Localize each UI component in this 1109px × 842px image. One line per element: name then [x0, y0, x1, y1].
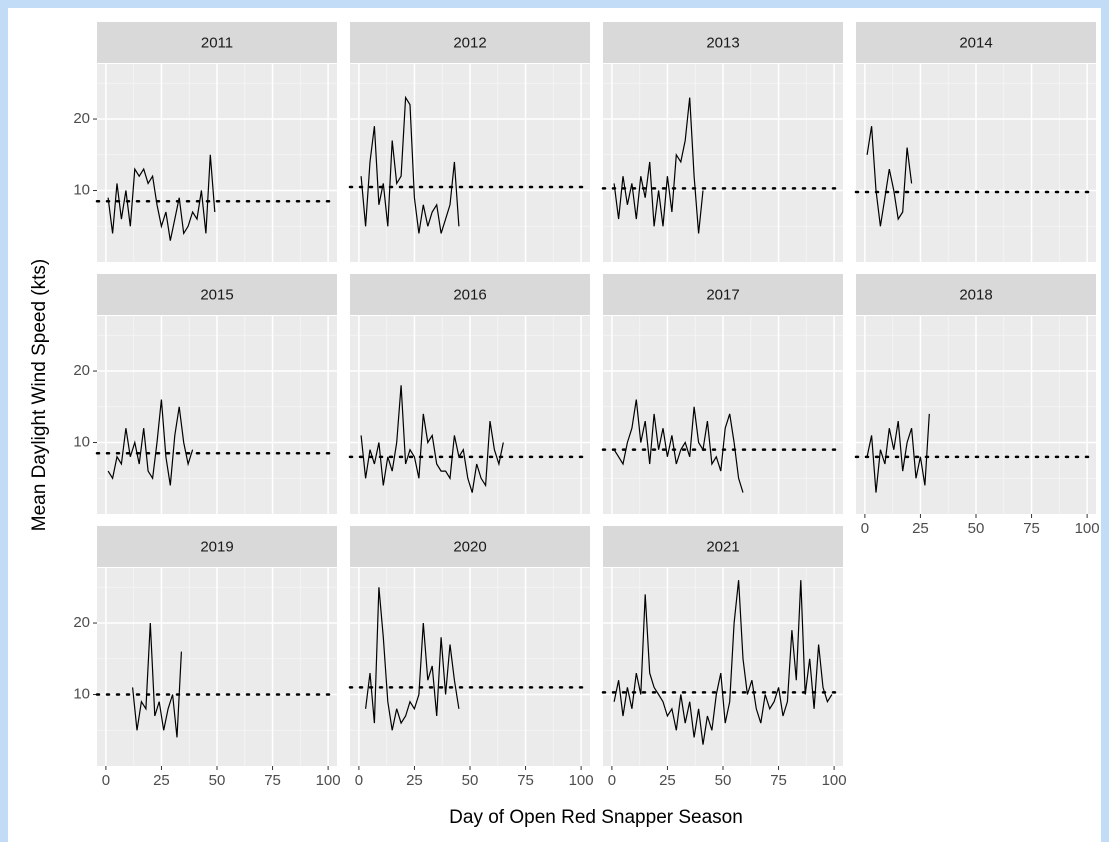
x-axis-label: Day of Open Red Snapper Season	[449, 807, 743, 828]
x-tick-label: 0	[355, 772, 363, 789]
x-tick-label: 0	[102, 772, 110, 789]
x-tick-label: 75	[264, 772, 281, 789]
facet-title: 2021	[706, 538, 739, 555]
y-tick-label: 20	[73, 110, 90, 127]
facet-title: 2013	[706, 34, 739, 51]
wind-line	[107, 399, 194, 486]
x-tick-label: 50	[968, 520, 985, 537]
wind-line	[132, 622, 182, 738]
strip	[350, 526, 590, 567]
wind-line	[365, 587, 460, 731]
x-tick-label: 0	[861, 520, 869, 537]
y-tick-label: 10	[73, 433, 90, 450]
y-axis-label: Mean Daylight Wind Speed (kts)	[29, 259, 50, 531]
facet-title: 2019	[200, 538, 233, 555]
x-tick-label: 100	[569, 772, 594, 789]
wind-line	[613, 399, 744, 493]
facet-title: 2020	[453, 538, 486, 555]
wind-line	[360, 95, 460, 234]
wind-line	[107, 154, 216, 241]
x-tick-label: 50	[715, 772, 732, 789]
strip	[97, 22, 337, 63]
facet-title: 2017	[706, 286, 739, 303]
strip	[97, 526, 337, 567]
x-tick-label: 50	[462, 772, 479, 789]
strip	[856, 274, 1096, 315]
x-tick-label: 25	[912, 520, 929, 537]
strip	[97, 274, 337, 315]
y-tick-label: 20	[73, 614, 90, 631]
y-tick-label: 10	[73, 685, 90, 702]
x-tick-label: 0	[608, 772, 616, 789]
x-tick-label: 75	[770, 772, 787, 789]
facet-title: 2014	[959, 34, 992, 51]
x-tick-label: 25	[406, 772, 423, 789]
facet-title: 2018	[959, 286, 992, 303]
strip	[856, 22, 1096, 63]
x-tick-label: 100	[822, 772, 847, 789]
wind-line	[613, 97, 704, 234]
x-tick-label: 25	[659, 772, 676, 789]
wind-line	[360, 385, 504, 493]
y-tick-label: 20	[73, 362, 90, 379]
wind-line	[613, 580, 833, 745]
wind-line	[866, 126, 913, 227]
strip	[603, 274, 843, 315]
strip	[350, 22, 590, 63]
x-tick-label: 75	[1023, 520, 1040, 537]
y-tick-label: 10	[73, 181, 90, 198]
wind-line	[866, 413, 930, 493]
strip	[603, 22, 843, 63]
strip	[603, 526, 843, 567]
facet-title: 2016	[453, 286, 486, 303]
strip	[350, 274, 590, 315]
facet-title: 2012	[453, 34, 486, 51]
facet-title: 2011	[201, 34, 233, 51]
x-tick-label: 100	[1075, 520, 1100, 537]
facet-title: 2015	[200, 286, 233, 303]
x-tick-label: 50	[209, 772, 226, 789]
x-tick-label: 75	[517, 772, 534, 789]
x-tick-label: 100	[316, 772, 341, 789]
x-tick-label: 25	[153, 772, 170, 789]
